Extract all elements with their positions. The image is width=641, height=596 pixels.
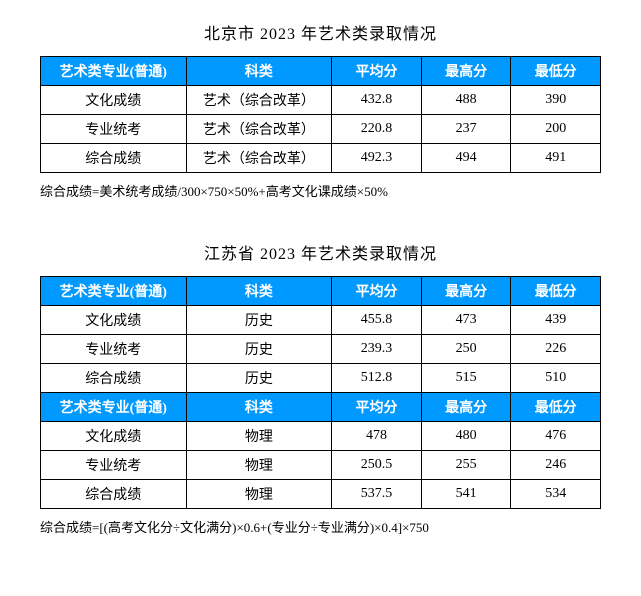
- col-subject: 科类: [186, 57, 332, 86]
- col-avg: 平均分: [332, 277, 422, 306]
- cell-subject: 物理: [186, 451, 332, 480]
- cell-min: 439: [511, 306, 601, 335]
- table-row: 文化成绩 艺术（综合改革） 432.8 488 390: [41, 86, 601, 115]
- cell-min: 200: [511, 115, 601, 144]
- cell-subject: 历史: [186, 306, 332, 335]
- col-max: 最高分: [421, 57, 511, 86]
- beijing-table: 艺术类专业(普通) 科类 平均分 最高分 最低分 文化成绩 艺术（综合改革） 4…: [40, 56, 601, 173]
- cell-avg: 220.8: [332, 115, 422, 144]
- cell-max: 494: [421, 144, 511, 173]
- cell-avg: 432.8: [332, 86, 422, 115]
- col-max: 最高分: [421, 393, 511, 422]
- table-row: 综合成绩 艺术（综合改革） 492.3 494 491: [41, 144, 601, 173]
- col-major: 艺术类专业(普通): [41, 393, 187, 422]
- cell-avg: 512.8: [332, 364, 422, 393]
- table-header-row: 艺术类专业(普通) 科类 平均分 最高分 最低分: [41, 57, 601, 86]
- col-avg: 平均分: [332, 393, 422, 422]
- col-min: 最低分: [511, 393, 601, 422]
- cell-max: 250: [421, 335, 511, 364]
- cell-avg: 478: [332, 422, 422, 451]
- cell-avg: 537.5: [332, 480, 422, 509]
- jiangsu-title: 江苏省 2023 年艺术类录取情况: [40, 240, 601, 264]
- cell-max: 237: [421, 115, 511, 144]
- cell-major: 文化成绩: [41, 306, 187, 335]
- cell-subject: 艺术（综合改革）: [186, 144, 332, 173]
- cell-avg: 250.5: [332, 451, 422, 480]
- col-avg: 平均分: [332, 57, 422, 86]
- cell-major: 专业统考: [41, 115, 187, 144]
- table-row: 文化成绩 历史 455.8 473 439: [41, 306, 601, 335]
- cell-min: 491: [511, 144, 601, 173]
- table-row: 综合成绩 历史 512.8 515 510: [41, 364, 601, 393]
- cell-min: 534: [511, 480, 601, 509]
- cell-major: 综合成绩: [41, 364, 187, 393]
- table-row: 综合成绩 物理 537.5 541 534: [41, 480, 601, 509]
- jiangsu-section: 江苏省 2023 年艺术类录取情况 艺术类专业(普通) 科类 平均分 最高分 最…: [40, 240, 601, 536]
- cell-max: 515: [421, 364, 511, 393]
- col-subject: 科类: [186, 277, 332, 306]
- col-major: 艺术类专业(普通): [41, 57, 187, 86]
- cell-avg: 455.8: [332, 306, 422, 335]
- cell-major: 综合成绩: [41, 480, 187, 509]
- cell-avg: 239.3: [332, 335, 422, 364]
- cell-subject: 物理: [186, 422, 332, 451]
- table-row: 专业统考 物理 250.5 255 246: [41, 451, 601, 480]
- table-header-row: 艺术类专业(普通) 科类 平均分 最高分 最低分: [41, 277, 601, 306]
- table-row: 专业统考 艺术（综合改革） 220.8 237 200: [41, 115, 601, 144]
- cell-subject: 艺术（综合改革）: [186, 115, 332, 144]
- cell-subject: 艺术（综合改革）: [186, 86, 332, 115]
- cell-min: 510: [511, 364, 601, 393]
- cell-subject: 历史: [186, 364, 332, 393]
- cell-avg: 492.3: [332, 144, 422, 173]
- cell-major: 文化成绩: [41, 422, 187, 451]
- cell-max: 255: [421, 451, 511, 480]
- beijing-section: 北京市 2023 年艺术类录取情况 艺术类专业(普通) 科类 平均分 最高分 最…: [40, 20, 601, 200]
- cell-max: 541: [421, 480, 511, 509]
- col-subject: 科类: [186, 393, 332, 422]
- col-major: 艺术类专业(普通): [41, 277, 187, 306]
- table-row: 专业统考 历史 239.3 250 226: [41, 335, 601, 364]
- cell-max: 473: [421, 306, 511, 335]
- cell-min: 390: [511, 86, 601, 115]
- beijing-title: 北京市 2023 年艺术类录取情况: [40, 20, 601, 44]
- jiangsu-table: 艺术类专业(普通) 科类 平均分 最高分 最低分 文化成绩 历史 455.8 4…: [40, 276, 601, 509]
- cell-major: 综合成绩: [41, 144, 187, 173]
- cell-subject: 历史: [186, 335, 332, 364]
- cell-max: 480: [421, 422, 511, 451]
- cell-min: 246: [511, 451, 601, 480]
- cell-major: 专业统考: [41, 451, 187, 480]
- col-max: 最高分: [421, 277, 511, 306]
- col-min: 最低分: [511, 277, 601, 306]
- cell-subject: 物理: [186, 480, 332, 509]
- cell-major: 专业统考: [41, 335, 187, 364]
- col-min: 最低分: [511, 57, 601, 86]
- beijing-footnote: 综合成绩=美术统考成绩/300×750×50%+高考文化课成绩×50%: [40, 181, 601, 200]
- cell-max: 488: [421, 86, 511, 115]
- cell-major: 文化成绩: [41, 86, 187, 115]
- cell-min: 226: [511, 335, 601, 364]
- jiangsu-footnote: 综合成绩=[(高考文化分÷文化满分)×0.6+(专业分÷专业满分)×0.4]×7…: [40, 517, 601, 536]
- cell-min: 476: [511, 422, 601, 451]
- table-row: 文化成绩 物理 478 480 476: [41, 422, 601, 451]
- table-header-row: 艺术类专业(普通) 科类 平均分 最高分 最低分: [41, 393, 601, 422]
